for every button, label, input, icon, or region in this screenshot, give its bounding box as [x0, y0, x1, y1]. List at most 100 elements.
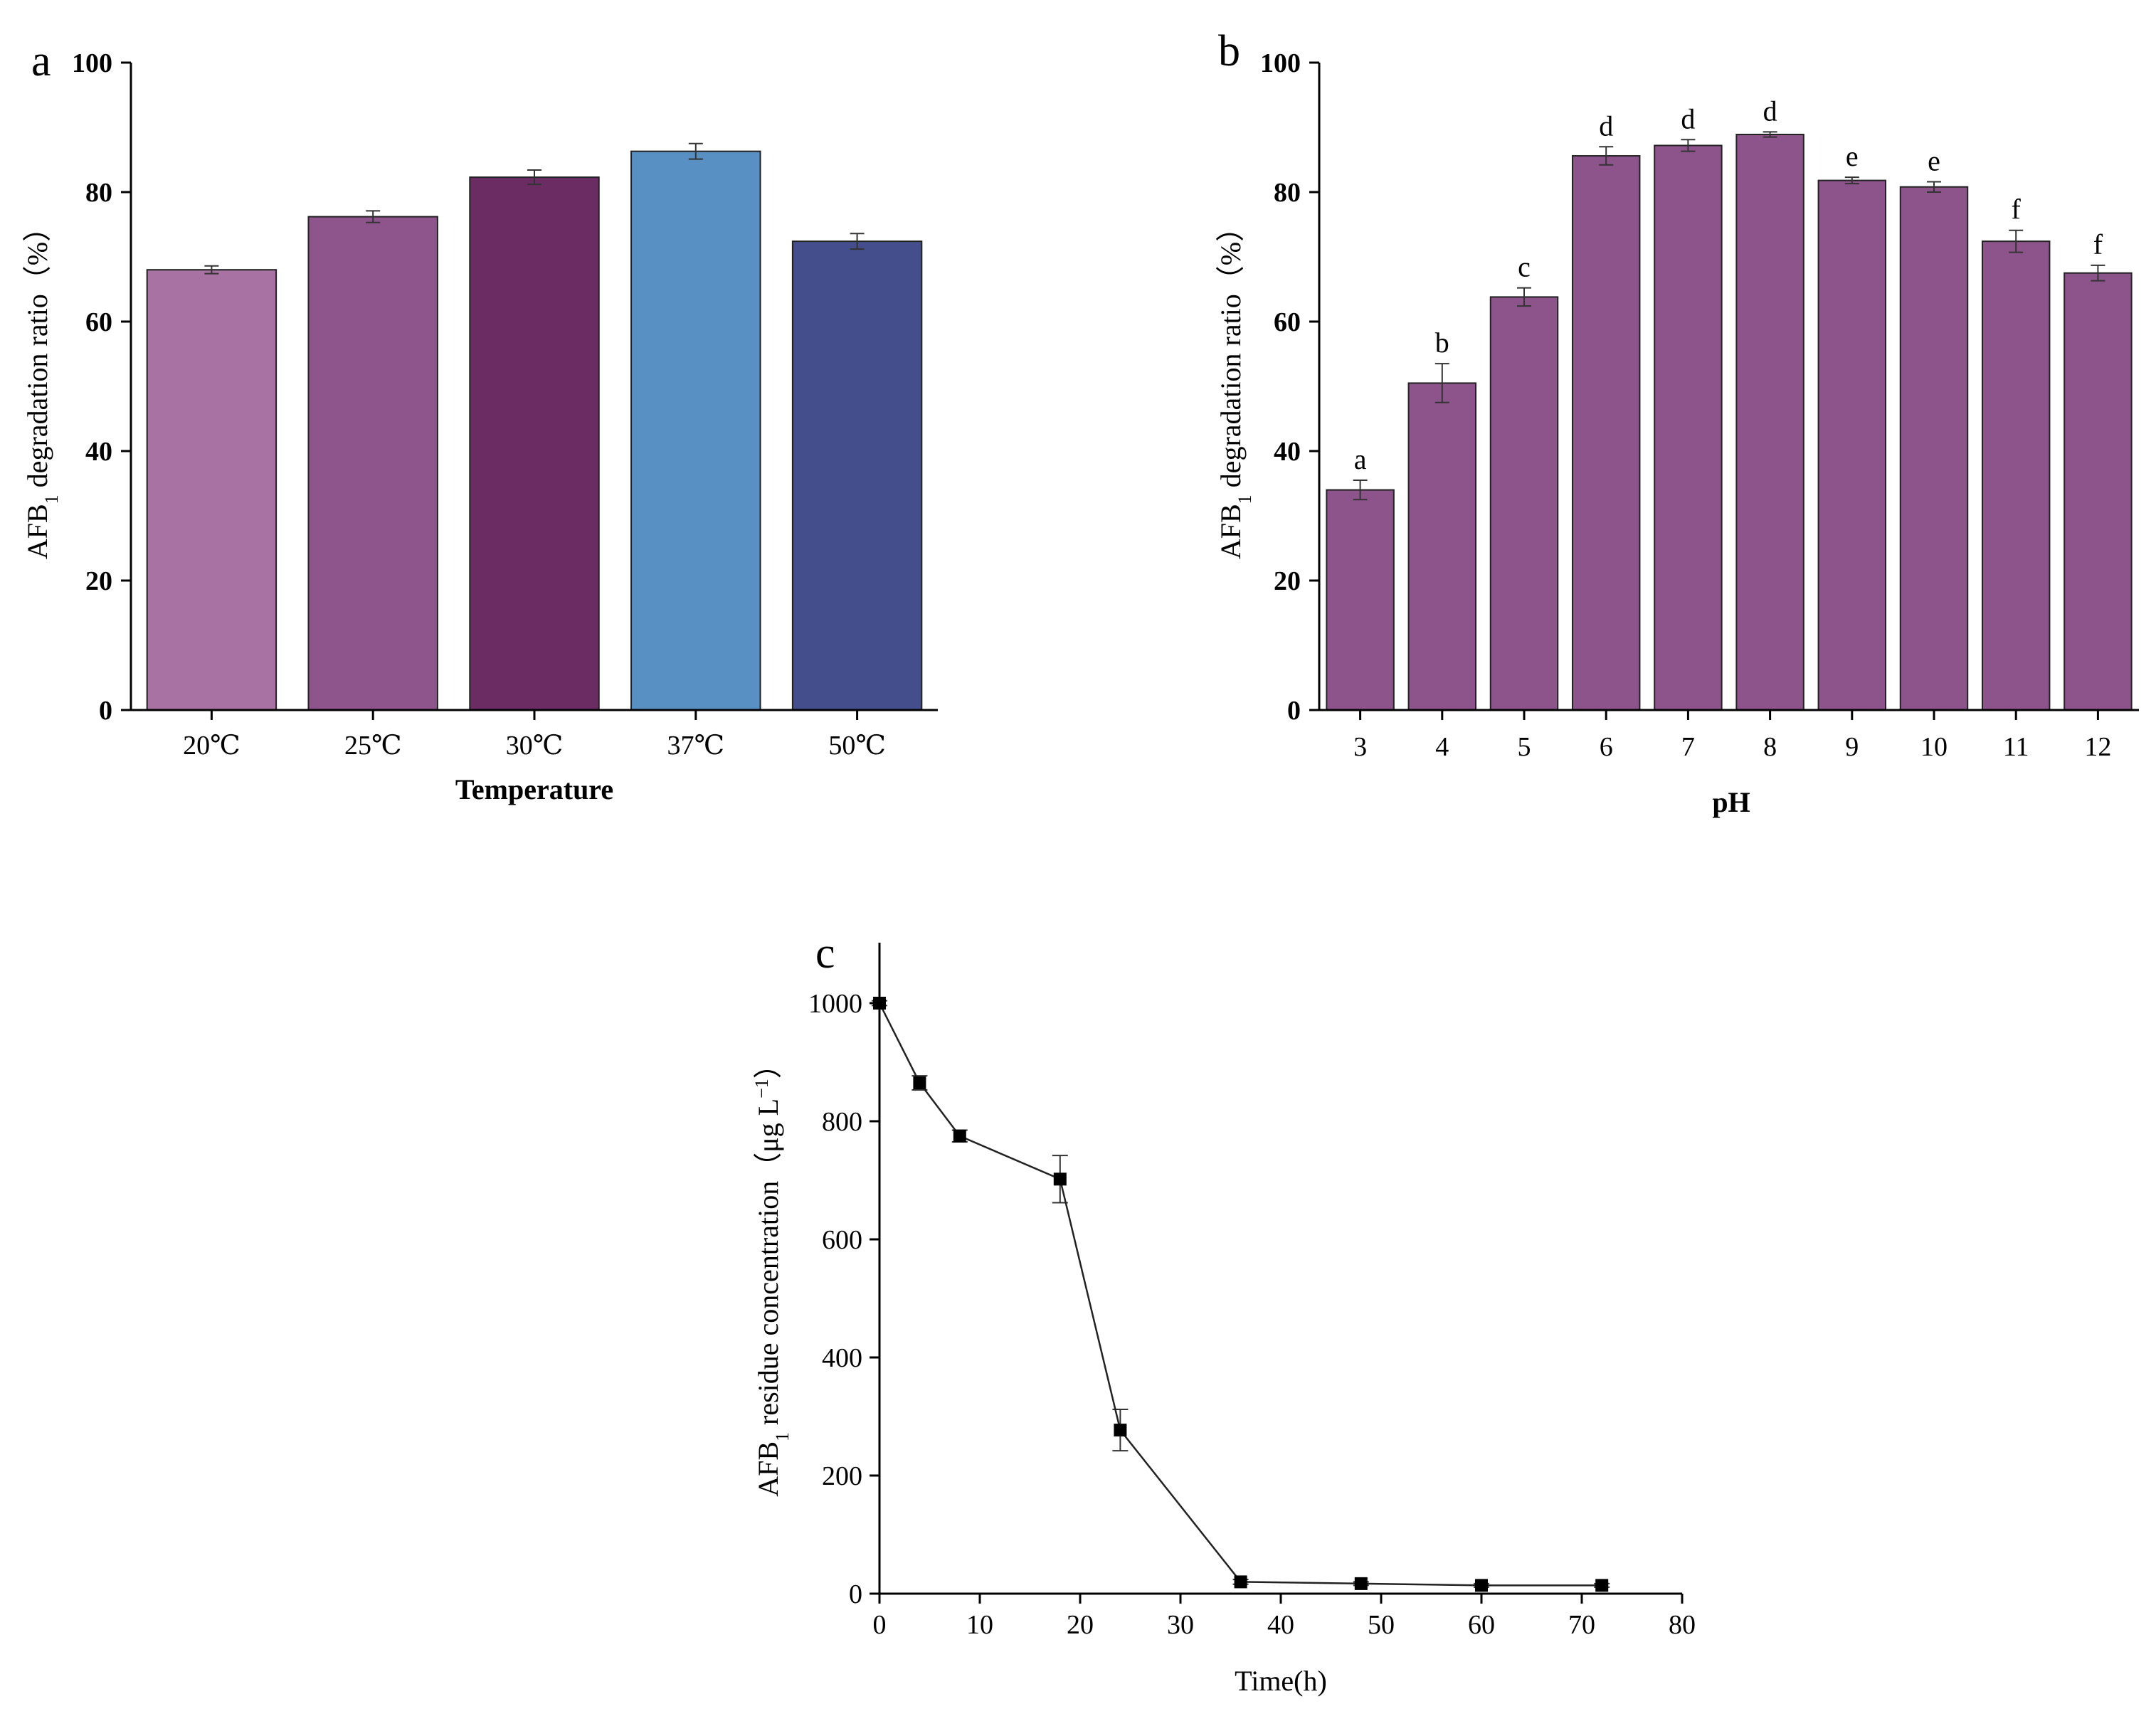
x-tick-label-a-4: 50℃: [828, 731, 886, 761]
bar-b-6: [1817, 179, 1887, 711]
panel-b-y-title-subscript: 1: [1235, 494, 1255, 504]
significance-letter-b-3: d: [1599, 110, 1613, 142]
bar-b-1: [1407, 382, 1477, 711]
data-point-c-2: [953, 1129, 966, 1143]
panel-c-y-title-rest: ）: [752, 1050, 784, 1079]
significance-letter-b-5: d: [1763, 95, 1777, 127]
bar-b-5: [1735, 134, 1804, 711]
significance-letter-b-6: e: [1846, 140, 1859, 172]
y-tick-label-b-5: 100: [1260, 48, 1301, 78]
panel-a-y-title-subscript: 1: [41, 494, 62, 504]
data-point-c-7: [1475, 1579, 1488, 1592]
bar-a-1: [307, 216, 438, 711]
x-tick-label-a-2: 30℃: [506, 731, 564, 761]
panel-c-y-title-mid: residue concentration（μg L: [752, 1098, 784, 1432]
error-bar-a-1: [366, 210, 381, 223]
panel-a-y-title-rest: degradation ratio（%）: [21, 213, 53, 494]
y-tick-label-b-4: 80: [1274, 178, 1301, 208]
panel-c-y-title-superscript: −1: [751, 1079, 772, 1098]
x-tick-label-c-0: 0: [873, 1610, 887, 1640]
error-bar-a-2: [527, 169, 541, 186]
bar-b-9: [2063, 272, 2133, 711]
error-bar-a-0: [204, 265, 219, 275]
y-tick-label-b-2: 40: [1274, 437, 1301, 467]
panel-a: a 0 20 40 60 80 100 20℃ 25℃ 30℃ 37℃ 50℃ Temperatu…: [21, 37, 938, 805]
bar-a-0: [146, 269, 278, 711]
significance-letter-b-0: a: [1354, 443, 1367, 475]
significance-letter-b-4: d: [1681, 102, 1695, 134]
error-bar-b-9: [2091, 264, 2105, 282]
significance-letter-b-7: e: [1928, 144, 1940, 176]
panel-c-x-ticks: 0 10 20 30 40 50 60 70 80: [873, 1594, 1696, 1640]
panel-b-y-ticks: 0 20 40 60 80 100: [1260, 48, 1319, 726]
panel-c-markers: [873, 997, 1609, 1592]
x-tick-label-b-5: 8: [1763, 732, 1777, 762]
y-tick-label-a-0: 0: [99, 696, 112, 726]
significance-letter-b-1: b: [1435, 327, 1449, 359]
panel-b-significance-letters: a b c d d d e e f f: [1354, 95, 2103, 475]
bar-b-0: [1326, 489, 1395, 711]
error-bar-b-1: [1434, 363, 1449, 403]
x-tick-label-c-8: 80: [1669, 1610, 1696, 1640]
panel-b-x-axis-title: pH: [1712, 786, 1750, 818]
x-tick-label-b-8: 11: [2003, 732, 2029, 762]
error-bar-b-7: [1927, 181, 1941, 193]
significance-letter-b-9: f: [2093, 228, 2103, 260]
y-tick-label-a-1: 20: [85, 566, 112, 596]
error-bar-b-5: [1763, 131, 1777, 138]
panel-c-series-line: [878, 1002, 1602, 1587]
x-tick-label-a-1: 25℃: [344, 731, 402, 761]
panel-b-y-title-main: AFB: [1215, 504, 1247, 559]
x-tick-label-b-0: 3: [1353, 732, 1367, 762]
error-bar-b-3: [1599, 146, 1614, 166]
data-point-c-8: [1595, 1579, 1609, 1592]
x-tick-label-b-3: 6: [1600, 732, 1613, 762]
x-tick-label-c-2: 20: [1067, 1610, 1094, 1640]
panel-c-y-ticks: 0 200 400 600 800 1000: [808, 989, 879, 1609]
panel-a-error-bars: [204, 142, 865, 275]
panel-a-y-ticks: 0 20 40 60 80 100: [72, 48, 131, 726]
y-tick-label-c-5: 1000: [808, 989, 862, 1019]
panel-b-error-bars: [1353, 131, 2105, 501]
significance-letter-b-2: c: [1518, 251, 1531, 283]
panel-a-letter: a: [31, 37, 51, 85]
panel-a-x-ticks: 20℃ 25℃ 30℃ 37℃ 50℃: [183, 710, 886, 761]
x-tick-label-c-5: 50: [1368, 1610, 1395, 1640]
x-tick-label-b-2: 5: [1518, 732, 1531, 762]
data-point-c-3: [1053, 1172, 1067, 1186]
panel-a-y-axis-title: AFB1 degradation ratio（%）: [21, 213, 62, 559]
error-bar-b-8: [2009, 229, 2024, 253]
x-tick-label-b-7: 10: [1920, 732, 1948, 762]
panel-c-y-title-subscript: 1: [772, 1432, 793, 1441]
panel-b-y-axis-title: AFB1 degradation ratio（%）: [1215, 213, 1255, 559]
y-tick-label-a-5: 100: [72, 48, 112, 78]
y-tick-label-b-0: 0: [1287, 696, 1301, 726]
data-point-c-5: [1234, 1575, 1247, 1589]
bar-a-2: [469, 176, 600, 711]
y-tick-label-c-0: 0: [849, 1579, 862, 1609]
error-bar-b-6: [1844, 176, 1859, 185]
error-bar-a-3: [688, 142, 703, 160]
data-point-c-4: [1114, 1424, 1127, 1437]
panel-c-x-axis-title: Time(h): [1235, 1665, 1327, 1697]
y-tick-label-c-4: 800: [822, 1107, 862, 1137]
error-bar-a-4: [850, 233, 865, 250]
bar-a-3: [630, 150, 761, 711]
data-point-c-0: [873, 997, 886, 1010]
bar-b-4: [1654, 144, 1723, 711]
bar-b-7: [1899, 186, 1969, 711]
panel-b-x-ticks: 3 4 5 6 7 8 9 10 11 12: [1353, 710, 2111, 762]
x-tick-label-b-9: 12: [2084, 732, 2111, 762]
panel-c: c 0 200 400 600 800 1000 0 10 20 30 40 50 60 70 80 Ti…: [751, 929, 1696, 1697]
x-tick-label-b-1: 4: [1435, 732, 1449, 762]
panel-a-bars: [146, 150, 923, 711]
error-bar-b-4: [1681, 139, 1696, 152]
x-tick-label-b-4: 7: [1681, 732, 1695, 762]
error-bar-b-0: [1353, 479, 1368, 501]
x-tick-label-a-0: 20℃: [183, 731, 241, 761]
bar-a-4: [791, 240, 923, 711]
panel-b-letter: b: [1218, 27, 1240, 75]
significance-letter-b-8: f: [2012, 194, 2022, 226]
x-tick-label-c-7: 70: [1568, 1610, 1595, 1640]
